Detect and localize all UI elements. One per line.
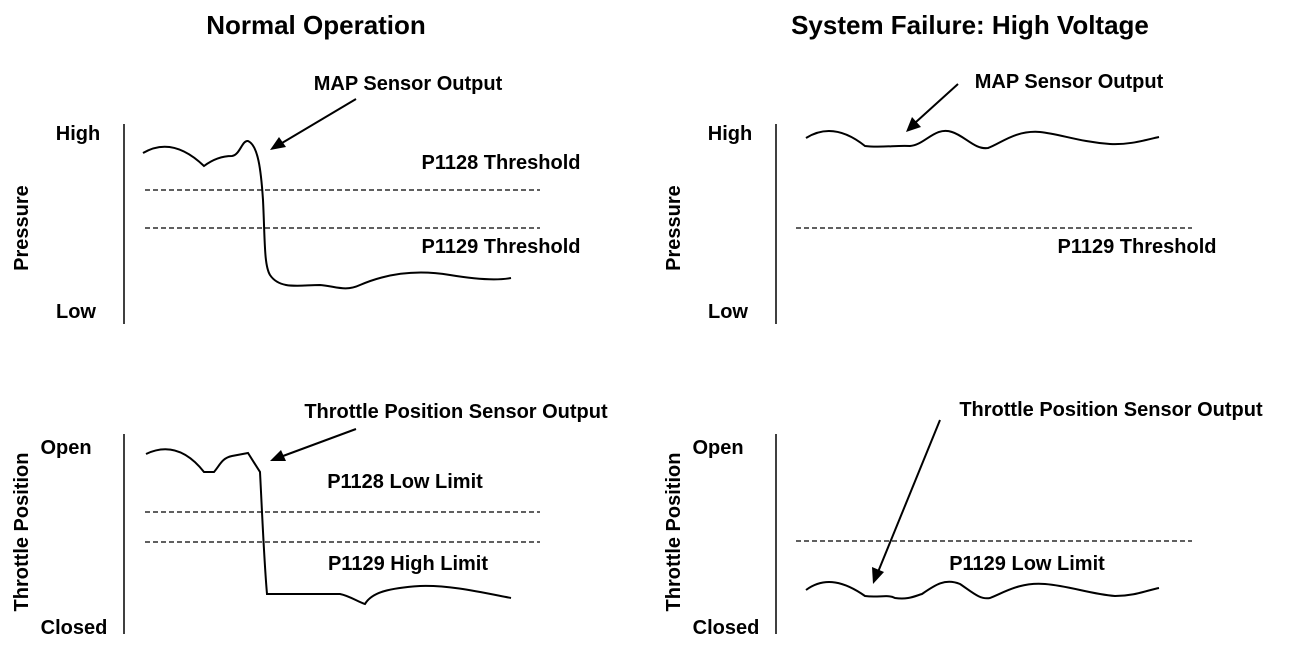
tps-callout-label-failure: Throttle Position Sensor Output bbox=[959, 399, 1263, 421]
pressure-high-label-normal: High bbox=[56, 123, 100, 145]
throttle-open-label-normal: Open bbox=[40, 437, 91, 459]
map-callout-arrowhead-failure bbox=[906, 117, 921, 132]
pressure-panel-normal: High Low Pressure P1128 Threshold P1129 … bbox=[11, 73, 580, 324]
tps-callout-label-normal: Throttle Position Sensor Output bbox=[304, 401, 608, 423]
map-callout-arrow-failure bbox=[915, 83, 959, 123]
pressure-ylabel-normal: Pressure bbox=[11, 185, 33, 271]
throttle-ylabel-normal: Throttle Position bbox=[11, 453, 33, 612]
map-callout-arrow-normal bbox=[281, 98, 357, 144]
map-sensor-curve-normal bbox=[142, 140, 512, 290]
p1129-low-limit-label: P1129 Low Limit bbox=[949, 553, 1105, 575]
pressure-low-label-failure: Low bbox=[708, 301, 748, 323]
p1129-threshold-label-normal: P1129 Threshold bbox=[422, 236, 581, 258]
throttle-sensor-curve-failure bbox=[805, 580, 1160, 600]
throttle-open-label-failure: Open bbox=[692, 437, 743, 459]
throttle-panel-normal: Open Closed Throttle Position P1128 Low … bbox=[11, 401, 608, 639]
right-column-title: System Failure: High Voltage bbox=[791, 10, 1149, 40]
map-callout-label-normal: MAP Sensor Output bbox=[314, 73, 503, 95]
throttle-closed-label-normal: Closed bbox=[41, 617, 108, 639]
p1128-low-limit-label: P1128 Low Limit bbox=[327, 471, 483, 493]
tps-callout-arrow-normal bbox=[282, 428, 357, 457]
p1129-high-limit-label: P1129 High Limit bbox=[328, 553, 488, 575]
p1128-threshold-label: P1128 Threshold bbox=[422, 152, 581, 174]
map-callout-label-failure: MAP Sensor Output bbox=[975, 71, 1164, 93]
p1129-threshold-label-failure: P1129 Threshold bbox=[1058, 236, 1217, 258]
tps-callout-arrow-failure bbox=[877, 419, 941, 573]
throttle-ylabel-failure: Throttle Position bbox=[663, 453, 685, 612]
throttle-sensor-curve-normal bbox=[145, 448, 512, 606]
tps-callout-arrowhead-normal bbox=[270, 450, 286, 461]
map-callout-arrowhead-normal bbox=[270, 137, 286, 150]
throttle-closed-label-failure: Closed bbox=[693, 617, 760, 639]
pressure-high-label-failure: High bbox=[708, 123, 752, 145]
map-sensor-curve-failure bbox=[805, 129, 1160, 150]
left-column-title: Normal Operation bbox=[206, 10, 426, 40]
pressure-panel-failure: High Low Pressure P1129 Threshold MAP Se… bbox=[663, 71, 1216, 324]
pressure-ylabel-failure: Pressure bbox=[663, 185, 685, 271]
pressure-low-label-normal: Low bbox=[56, 301, 96, 323]
tps-callout-arrowhead-failure bbox=[872, 567, 884, 584]
throttle-panel-failure: Open Closed Throttle Position P1129 Low … bbox=[663, 399, 1263, 639]
